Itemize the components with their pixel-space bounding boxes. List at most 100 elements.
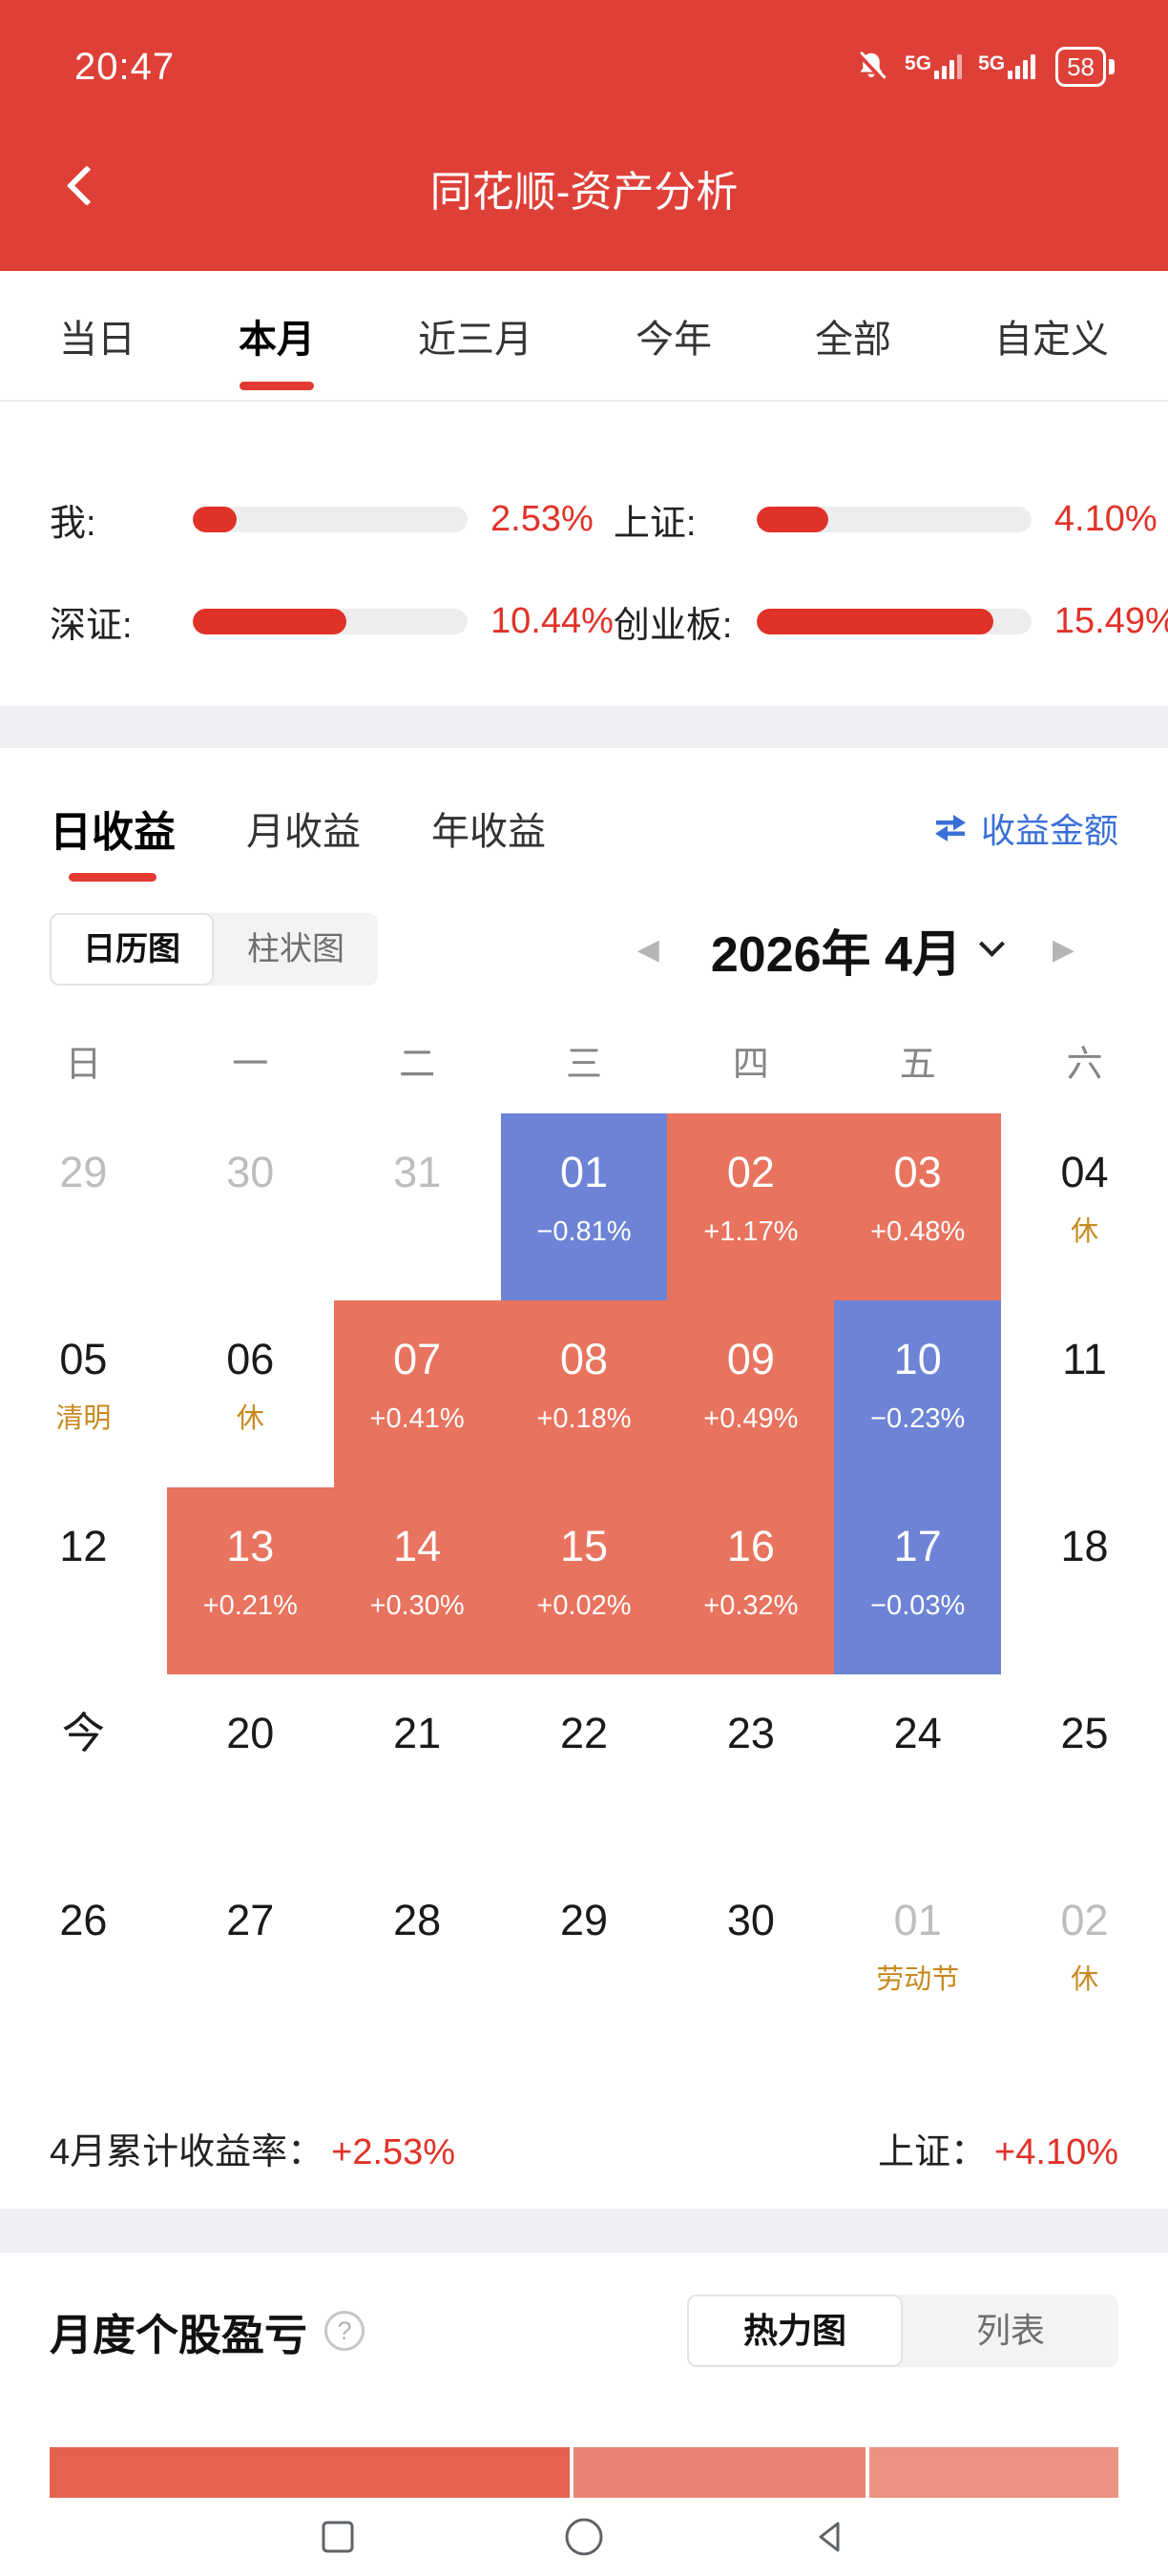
calendar-day[interactable]: 08 +0.18% [500,1300,668,1487]
calendar-day[interactable]: 15 +0.02% [500,1487,668,1674]
calendar-day[interactable]: 18 [1001,1487,1168,1674]
compare-bar [193,609,468,634]
page-title: 同花顺-资产分析 [429,169,739,216]
recents-button[interactable] [317,2516,359,2558]
tab-this-month[interactable]: 本月 [235,291,319,381]
tab-3-months[interactable]: 近三月 [418,318,532,361]
calendar-day[interactable]: 01 劳动节 [834,1861,1001,2048]
help-icon[interactable]: ? [324,2311,365,2351]
signal-bars-icon [934,54,963,79]
compare-bar [756,609,1032,634]
calendar-day[interactable]: 12 [0,1487,167,1674]
calendar-day[interactable]: 26 [0,1861,167,2048]
clock: 20:47 [74,45,176,88]
calendar-day[interactable]: 13 +0.21% [166,1487,334,1674]
calendar-day[interactable]: 11 [1001,1300,1168,1487]
heatmap-view-button[interactable]: 热力图 [687,2295,903,2367]
back-button[interactable] [809,2516,851,2558]
compare-bar-fill [193,609,347,634]
day-number: 23 [726,1709,775,1757]
calendar-day[interactable]: 03 +0.48% [834,1113,1002,1300]
calendar-day[interactable]: 02 休 [1001,1861,1168,2048]
day-number: 16 [726,1522,775,1570]
tab-custom[interactable]: 自定义 [994,318,1109,361]
day-number: 30 [726,1896,775,1944]
day-sub: 休 [236,1403,264,1434]
tab-daily-earnings[interactable]: 日收益 [50,798,176,859]
pl-heatmap[interactable] [50,2447,1118,2498]
tab-all[interactable]: 全部 [815,318,891,361]
weekday-header: 日 一 二 三 四 五 六 [0,1033,1168,1087]
tab-monthly-earnings[interactable]: 月收益 [246,811,361,853]
month-selector[interactable]: 2026年 4月 [711,914,1005,986]
calendar-day[interactable]: 09 +0.49% [667,1300,835,1487]
weekday-label: 四 [732,1044,769,1085]
calendar-day[interactable]: 28 [334,1861,501,2048]
monthly-header: 月度个股盈亏 ? 热力图 列表 [50,2293,1118,2369]
day-number: 21 [393,1709,442,1757]
calendar-day[interactable]: 01 −0.81% [500,1113,668,1300]
calendar-day[interactable]: 29 [0,1113,167,1300]
signal-bars-icon [1008,54,1036,79]
calendar-day[interactable]: 14 +0.30% [333,1487,501,1674]
day-number: 11 [1062,1335,1107,1383]
pl-view-toggle: 热力图 列表 [687,2295,1118,2367]
calendar-day[interactable]: 22 [501,1674,668,1861]
list-view-button[interactable]: 列表 [975,2311,1045,2350]
calendar-day[interactable]: 16 +0.32% [667,1487,835,1674]
calendar-day[interactable]: 24 [834,1674,1001,1861]
compare-bar-fill [193,507,238,532]
compare-value: 2.53% [490,499,594,539]
calendar-day[interactable]: 17 −0.03% [834,1487,1002,1674]
calendar-day[interactable]: 27 [167,1861,334,2048]
calendar-day-today[interactable]: 今 [0,1674,167,1861]
network-type-label: 5G [978,52,1006,74]
compare-bar [193,507,468,532]
calendar-day[interactable]: 20 [167,1674,334,1861]
compare-label: 创业板: [613,606,733,646]
battery-nub [1109,59,1115,74]
calendar-view-button[interactable]: 日历图 [50,913,214,986]
day-number: 01 [893,1896,942,1944]
back-chevron-icon[interactable] [66,165,108,206]
calendar-day[interactable]: 10 −0.23% [834,1300,1002,1487]
compare-label: 我: [50,504,96,544]
day-number: 14 [393,1522,442,1570]
compare-bar-fill [756,507,828,532]
calendar-day[interactable]: 06 休 [167,1300,334,1487]
compare-shenzhen: 深证: 10.44% [50,595,614,648]
calendar-day[interactable]: 23 [667,1674,834,1861]
header: 同花顺-资产分析 [0,116,1168,260]
compare-self: 我: 2.53% [50,493,614,546]
network-type-label: 5G [905,52,932,74]
toggle-amount-button[interactable]: 收益金额 [933,803,1118,853]
home-button[interactable] [561,2514,607,2560]
heatmap-segment[interactable] [50,2447,570,2498]
weekday-label: 日 [65,1044,102,1085]
day-sub: +1.17% [703,1216,799,1247]
return-calendar: 29 30 31 01 −0.81% 02 +1.17% 03 +0.48% 04 休 … [0,1113,1168,2048]
calendar-day[interactable]: 30 [667,1861,834,2048]
tab-yearly-earnings[interactable]: 年收益 [431,811,546,853]
calendar-day[interactable]: 04 休 [1001,1113,1168,1300]
calendar-day[interactable]: 31 [334,1113,501,1300]
calendar-day[interactable]: 21 [334,1674,501,1861]
calendar-day[interactable]: 29 [501,1861,668,2048]
calendar-day[interactable]: 07 +0.41% [333,1300,501,1487]
next-month-icon[interactable]: ▶ [1052,933,1074,966]
calendar-day[interactable]: 25 [1001,1674,1168,1861]
heatmap-segment[interactable] [868,2447,1118,2498]
prev-month-icon[interactable]: ◀ [636,933,659,966]
day-sub: +0.02% [536,1590,632,1621]
month-total-label: 4月累计收益率： [50,2131,324,2172]
calendar-day[interactable]: 30 [167,1113,334,1300]
month-summary: 4月累计收益率： +2.53% 上证： +4.10% [50,2121,1118,2174]
tab-this-year[interactable]: 今年 [636,318,712,361]
calendar-day[interactable]: 05 清明 [0,1300,167,1487]
calendar-day[interactable]: 02 +1.17% [667,1113,835,1300]
toggle-amount-label: 收益金额 [980,811,1118,850]
day-sub: +0.41% [369,1403,465,1434]
bar-view-button[interactable]: 柱状图 [247,931,344,967]
tab-today[interactable]: 当日 [59,318,136,361]
heatmap-segment[interactable] [573,2447,866,2498]
